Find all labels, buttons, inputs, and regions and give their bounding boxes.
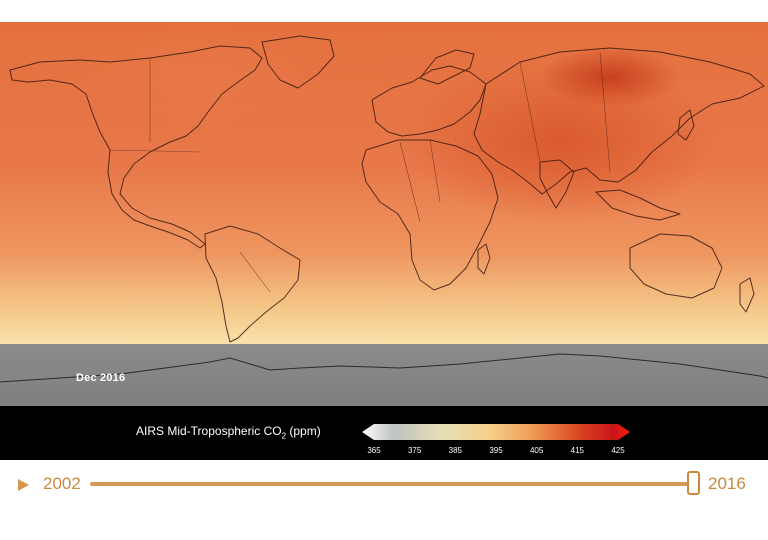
timeline-end-year: 2016 (708, 474, 746, 493)
timeline-start-year: 2002 (43, 474, 81, 493)
colorbar-tick-label: 405 (529, 446, 544, 455)
north-america-outline (9, 45, 263, 249)
timeline: 2002 2016 (0, 470, 768, 500)
japan-outline (677, 109, 695, 141)
scandinavia-outline (419, 49, 475, 85)
antarctica-outline (0, 353, 768, 383)
india-outline (539, 159, 575, 209)
colorbar-tick-label: 395 (489, 446, 503, 455)
timeline-slider-handle[interactable] (687, 471, 700, 495)
timeline-track[interactable] (90, 482, 700, 486)
colorbar-tick-label: 425 (611, 446, 625, 455)
date-label: Dec 2016 (76, 372, 126, 384)
south-america-outline (204, 225, 301, 343)
africa-outline (361, 139, 499, 291)
country-borders (109, 51, 611, 293)
continent-outlines (9, 35, 765, 343)
legend-strip: AIRS Mid-Tropospheric CO2 (ppm) 365 375 38… (0, 406, 768, 460)
madagascar-outline (477, 243, 491, 275)
europe-outline (371, 65, 487, 137)
antarctica-region: Dec 2016 (0, 344, 768, 406)
co2-map-viewer: Dec 2016 AIRS Mid-Tropospheric CO2 (ppm)… (0, 22, 768, 460)
play-icon[interactable] (18, 479, 29, 491)
new-zealand-outline (739, 277, 755, 313)
greenland-outline (261, 35, 335, 89)
colorbar-tick-label: 385 (448, 446, 462, 455)
asia-outline (473, 47, 765, 195)
colorbar-tick-label: 365 (367, 446, 381, 455)
colorbar-tick-label: 415 (570, 446, 584, 455)
southeast-asia-outline (595, 189, 681, 221)
legend-title: AIRS Mid-Tropospheric CO2 (ppm) (136, 424, 321, 441)
colorbar-tick-label: 375 (407, 446, 422, 455)
australia-outline (629, 233, 723, 299)
co2-colorbar (362, 424, 630, 440)
co2-world-map (0, 22, 768, 344)
